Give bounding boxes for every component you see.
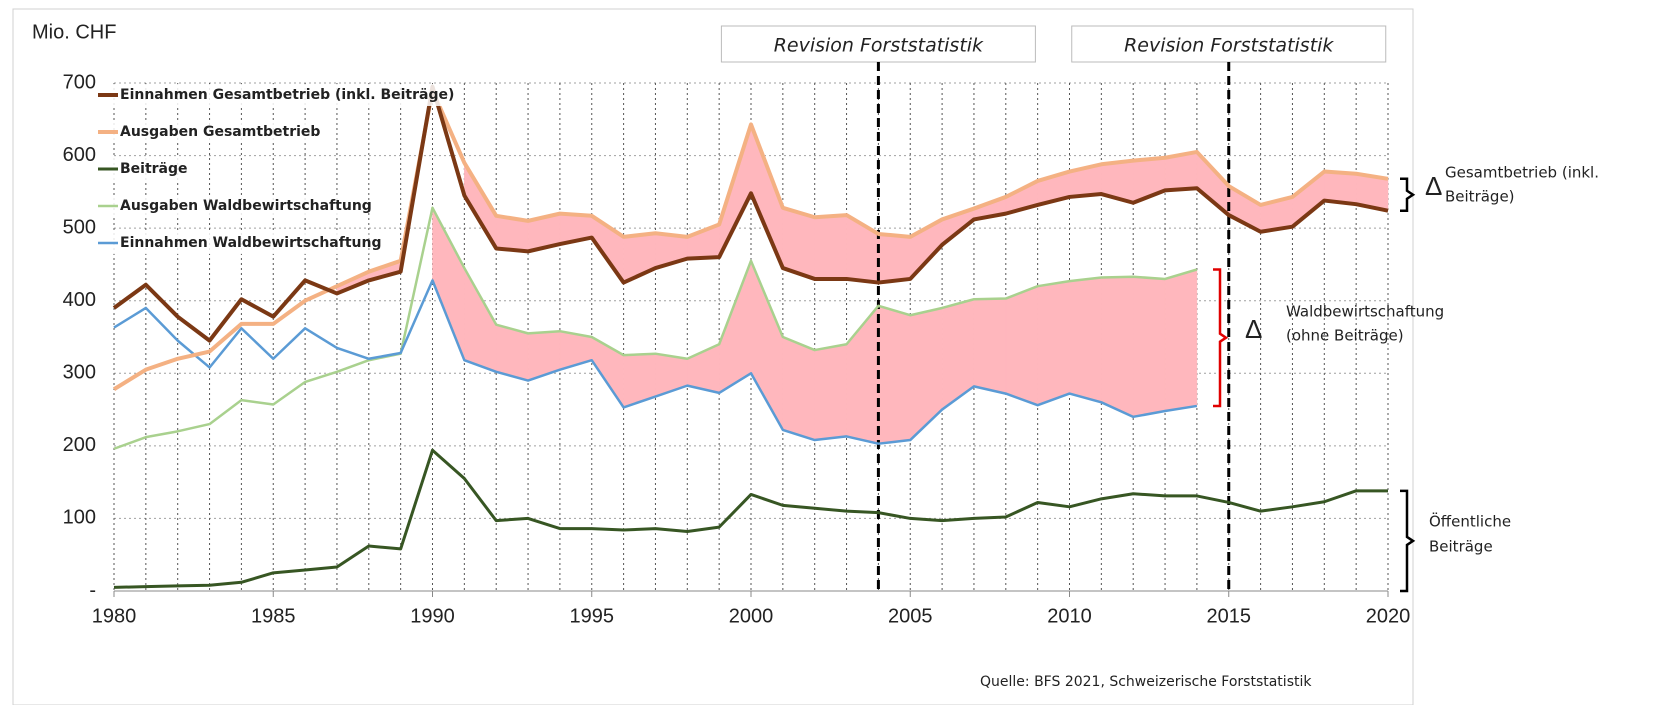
gap-fill bbox=[591, 336, 624, 409]
x-tick-label: 1995 bbox=[570, 605, 615, 627]
legend-bg bbox=[95, 158, 193, 180]
legend-label: Einnahmen Waldbewirtschaftung bbox=[120, 235, 381, 251]
gap-fill bbox=[941, 298, 975, 411]
gap-fill bbox=[1037, 280, 1070, 406]
x-tick-label: 1980 bbox=[92, 605, 137, 627]
gap-fill bbox=[1101, 276, 1134, 418]
legend-label: Einnahmen Gesamtbetrieb (inkl. Beiträge) bbox=[120, 87, 454, 103]
series-line bbox=[113, 206, 1198, 450]
gap-fill bbox=[782, 336, 815, 441]
gap-fill bbox=[814, 214, 847, 280]
x-tick-label: 1990 bbox=[410, 605, 455, 627]
bracket bbox=[1213, 268, 1229, 408]
y-tick-label: 100 bbox=[63, 507, 96, 529]
series-line bbox=[113, 279, 1198, 445]
note-wald: (ohne Beiträge) bbox=[1286, 327, 1404, 345]
gap-fill bbox=[718, 260, 752, 394]
gap-fill bbox=[1164, 269, 1198, 412]
gap-fill bbox=[814, 343, 847, 441]
gap-fill bbox=[1069, 277, 1102, 403]
y-tick-label: 200 bbox=[63, 434, 96, 456]
revision-box bbox=[1071, 25, 1387, 63]
y-tick-label: 700 bbox=[63, 71, 96, 93]
legend-bg bbox=[95, 195, 361, 217]
legend-bg bbox=[95, 232, 369, 254]
x-tick-label: 2005 bbox=[888, 605, 933, 627]
y-tick-label: 400 bbox=[63, 289, 96, 311]
series-line bbox=[112, 84, 1389, 343]
x-tick-label: 2020 bbox=[1366, 605, 1411, 627]
y-tick-label: 500 bbox=[63, 216, 96, 238]
gap-fill bbox=[910, 307, 943, 441]
y-tick-label: 300 bbox=[63, 362, 96, 384]
chart-frame bbox=[12, 8, 1414, 705]
x-tick-label: 1985 bbox=[251, 605, 296, 627]
gap-fill bbox=[750, 260, 784, 431]
gap-fill bbox=[878, 233, 911, 283]
legend-label: Ausgaben Waldbewirtschaftung bbox=[120, 198, 372, 214]
revision-label: Revision Forststatistik bbox=[1124, 35, 1334, 57]
legend-label: Beiträge bbox=[120, 161, 188, 177]
gap-fill bbox=[973, 298, 1007, 394]
gap-fill bbox=[432, 207, 465, 361]
source: Quelle: BFS 2021, Schweizerische Forstst… bbox=[980, 674, 1312, 690]
y-axis-label: Mio. CHF bbox=[32, 21, 116, 43]
revision-label: Revision Forststatistik bbox=[774, 35, 984, 57]
x-tick-label: 2010 bbox=[1047, 605, 1092, 627]
gap-fill bbox=[1005, 285, 1038, 406]
gap-fill bbox=[464, 267, 497, 373]
revision-box bbox=[720, 25, 1036, 63]
note-beitraege: Beiträge bbox=[1429, 538, 1493, 556]
legend-label: Ausgaben Gesamtbetrieb bbox=[120, 124, 320, 140]
gap-fill bbox=[1292, 171, 1325, 228]
note-gesamt: Beiträge) bbox=[1445, 188, 1515, 206]
bracket bbox=[1400, 489, 1416, 593]
legend-bg bbox=[95, 121, 310, 143]
gap-fill bbox=[878, 305, 911, 444]
gap-fill bbox=[1132, 276, 1166, 418]
series-line bbox=[113, 448, 1388, 589]
note-beitraege: Öffentliche bbox=[1429, 512, 1511, 531]
note-wald: Waldbewirtschaftung bbox=[1286, 303, 1444, 321]
delta: Δ bbox=[1245, 314, 1262, 344]
x-tick-label: 2015 bbox=[1207, 605, 1252, 627]
bracket bbox=[1400, 177, 1416, 212]
x-tick-label: 2000 bbox=[729, 605, 774, 627]
legend-bg bbox=[95, 84, 461, 106]
delta: Δ bbox=[1425, 171, 1442, 201]
note-gesamt: Gesamtbetrieb (inkl. bbox=[1445, 164, 1599, 182]
y-tick-label: 600 bbox=[63, 144, 96, 166]
y-tick-label: - bbox=[89, 579, 96, 601]
